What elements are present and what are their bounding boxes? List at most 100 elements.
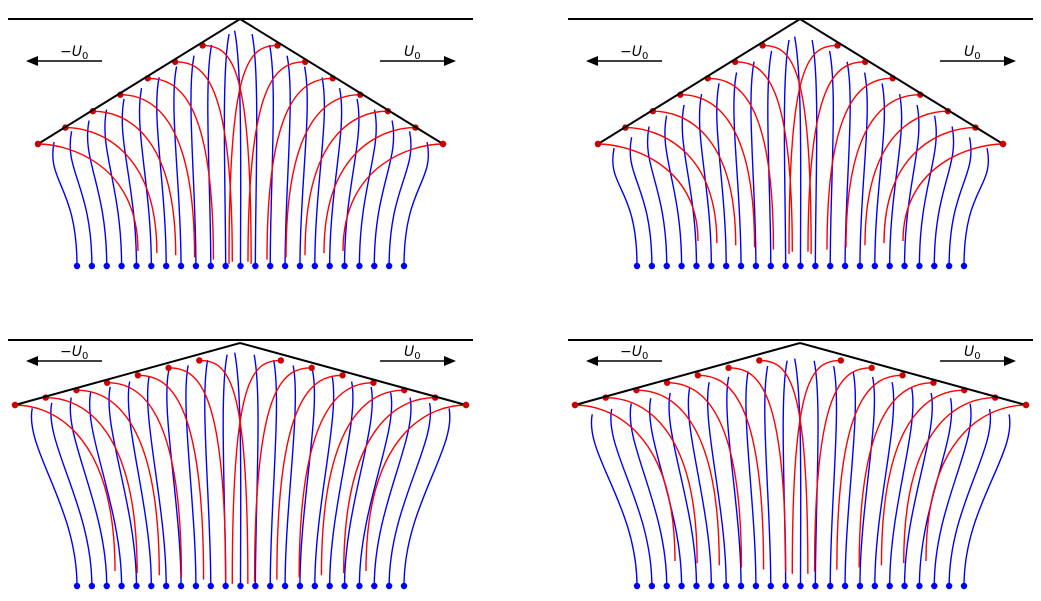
left-velocity-arrow-head <box>586 356 598 366</box>
base-marker <box>812 262 819 270</box>
base-marker <box>356 262 363 270</box>
red-streamline <box>880 389 965 566</box>
blue-streamline <box>121 98 138 267</box>
base-marker <box>133 262 140 270</box>
base-marker <box>281 262 289 270</box>
blue-streamline <box>874 382 895 587</box>
streamlines <box>37 30 444 267</box>
blue-streamline <box>933 126 955 267</box>
base-marker <box>400 262 408 270</box>
base-marker <box>88 582 96 590</box>
roof <box>597 17 1004 145</box>
base-marker <box>177 582 185 590</box>
roof-end-marker <box>34 140 42 148</box>
base-marker <box>192 582 200 590</box>
red-streamline <box>45 396 138 574</box>
blue-streamline <box>698 93 713 267</box>
roof-marker <box>277 357 285 364</box>
base-marker <box>633 582 641 590</box>
red-streamline <box>759 359 809 574</box>
left-velocity-label: −U0 <box>620 344 648 362</box>
base-marker <box>871 262 879 270</box>
red-streamline <box>667 382 743 568</box>
red-streamline <box>813 367 872 572</box>
blue-streamline <box>299 370 316 587</box>
blue-streamline <box>859 72 868 267</box>
blue-streamline <box>610 408 653 587</box>
base-marker <box>400 582 408 590</box>
roof <box>574 341 1027 406</box>
blue-streamline <box>185 365 197 587</box>
right-velocity-label: U0 <box>964 344 981 362</box>
base-marker <box>222 262 229 270</box>
red-streamline <box>298 382 374 578</box>
red-streamline <box>320 389 405 576</box>
base-marker <box>737 262 745 270</box>
base-marker <box>341 262 348 270</box>
blue-streamline <box>314 376 335 587</box>
blue-streamline <box>89 392 123 587</box>
red-streamline <box>574 404 676 562</box>
blue-streamline <box>793 36 802 267</box>
blue-streamline <box>903 392 933 587</box>
blue-streamline <box>612 147 638 267</box>
red-streamline <box>120 94 196 258</box>
panel-bottom-right: −U0 U0 <box>568 339 1033 590</box>
blue-streamline <box>933 403 972 587</box>
base-marker <box>856 582 864 590</box>
base-marker <box>960 262 968 270</box>
base-marker <box>222 582 229 590</box>
roof-end-marker <box>439 140 447 148</box>
blue-streamline <box>829 365 838 587</box>
blue-streamline <box>948 408 992 587</box>
roof-marker <box>196 357 203 364</box>
right-velocity-label: U0 <box>404 344 421 362</box>
base-marker <box>886 582 893 590</box>
red-streamline <box>92 110 177 256</box>
red-streamline <box>925 404 1027 562</box>
panel-bottom-left: −U0 U0 <box>8 339 473 590</box>
red-streamline <box>323 126 416 254</box>
red-streamline <box>202 44 252 264</box>
red-streamline <box>788 44 838 254</box>
roof-end-marker <box>462 401 470 409</box>
blue-streamline <box>156 77 167 267</box>
base-marker <box>960 582 968 590</box>
base-marker <box>162 582 170 590</box>
blue-streamline <box>726 376 742 587</box>
roof-marker <box>663 379 671 386</box>
roof-marker <box>725 364 732 372</box>
blue-streamline <box>844 371 857 587</box>
roof-marker <box>339 372 346 379</box>
red-streamline <box>365 404 467 572</box>
red-streamline <box>597 143 699 242</box>
blue-streamline <box>403 408 451 587</box>
red-streamline <box>728 367 787 572</box>
right-velocity-arrow-head <box>444 356 456 366</box>
roof-end-marker <box>11 401 19 409</box>
base-marker <box>192 262 200 270</box>
blue-streamline <box>687 387 713 587</box>
blue-streamline <box>358 109 377 267</box>
red-streamline <box>680 94 756 248</box>
base-marker <box>311 262 319 270</box>
red-streamline <box>826 77 893 250</box>
red-streamline <box>266 77 333 260</box>
blue-streamline <box>207 44 213 267</box>
base-marker <box>886 262 893 270</box>
blue-streamline <box>343 98 360 267</box>
red-streamline <box>76 389 160 576</box>
base-marker <box>812 582 819 590</box>
base-marker <box>148 262 155 270</box>
base-marker <box>177 262 185 270</box>
streamlines <box>597 36 1004 267</box>
base-marker <box>752 582 760 590</box>
blue-streamline <box>373 120 395 267</box>
blue-streamline <box>269 359 278 587</box>
blue-streamline <box>104 109 123 267</box>
base-marker <box>281 582 289 590</box>
base-marker <box>827 262 834 270</box>
blue-streamline <box>50 402 93 587</box>
base-marker <box>148 582 155 590</box>
